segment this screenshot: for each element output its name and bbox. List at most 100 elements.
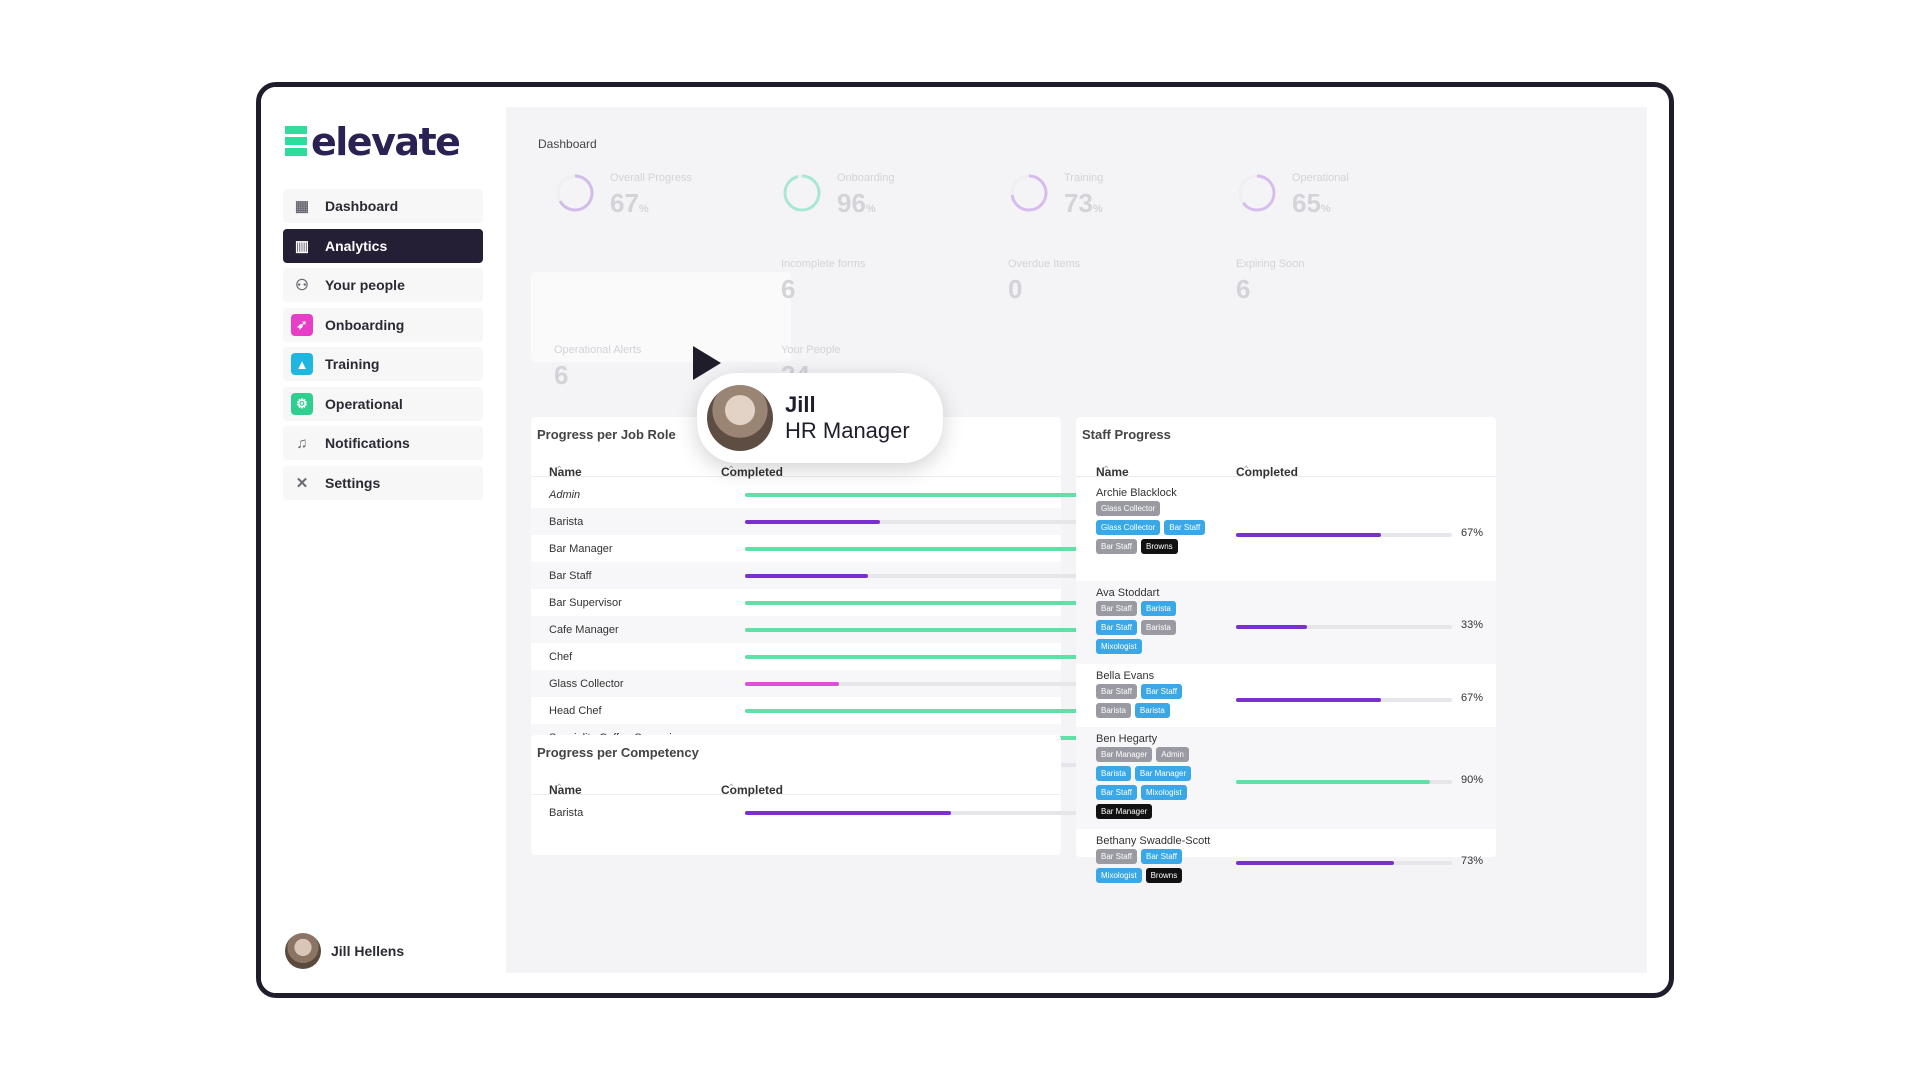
sidebar-item-label: Onboarding: [325, 316, 405, 333]
stat-card: Onboarding 96%: [781, 162, 1031, 242]
row-percent: 73%: [1461, 855, 1484, 867]
progress-fill: [745, 520, 880, 524]
counter-card: Operational Alerts 6: [554, 334, 804, 414]
analytics-icon: ▥: [294, 237, 310, 255]
sidebar-item-training[interactable]: ▲ Training: [283, 347, 483, 381]
sidebar-item-operational[interactable]: ⚙ Operational: [283, 386, 483, 421]
role-tag: Barista: [1096, 703, 1131, 718]
stat-value: 96%: [837, 188, 876, 218]
logo-text: elevate: [311, 120, 461, 164]
table-row[interactable]: Barista36%: [531, 508, 1147, 535]
table-row[interactable]: Bar Staff33%: [531, 562, 1147, 589]
stat-label: Onboarding: [837, 172, 895, 184]
stat-label: Operational: [1292, 172, 1349, 184]
role-tag: Barista: [1140, 620, 1176, 635]
sidebar-item-notifications[interactable]: ♫ Notifications: [283, 426, 483, 460]
progress-bar: [745, 520, 1119, 524]
table-header: Name ⌃ Completed ⌃: [531, 771, 1061, 797]
logo[interactable]: elevate: [285, 120, 461, 164]
progress-ring: [556, 174, 594, 212]
sidebar-item-dashboard[interactable]: ▦ Dashboard: [283, 189, 483, 223]
list-item[interactable]: Ava Stoddart Bar Staff Barista Bar Staff Bar…: [1076, 581, 1496, 664]
dashboard-icon: ▦: [294, 198, 310, 215]
role-tag: Bar Staff: [1096, 785, 1137, 800]
progress-bar: [745, 628, 1119, 632]
sidebar-item-label: Dashboard: [325, 198, 399, 214]
competency-panel: Progress per Competency Name ⌃ Completed ⌃…: [531, 735, 1147, 855]
progress-bar: [745, 547, 1119, 551]
row-name: Chef: [549, 651, 573, 663]
staff-name: Bella Evans: [1096, 670, 1155, 682]
sidebar-item-label: Operational: [325, 395, 403, 412]
list-item[interactable]: Bella Evans Bar Staff Bar Staff Barista Bari…: [1076, 664, 1496, 727]
sidebar: elevate ▦ Dashboard ▥ Analytics ⚇ Your people…: [261, 87, 501, 993]
stat-card: Overall Progress 67%: [554, 162, 804, 242]
staff-name: Ava Stoddart: [1096, 587, 1160, 599]
list-item[interactable]: Bethany Swaddle-Scott Bar Staff Bar Staff M…: [1076, 829, 1496, 889]
progress-bar: [745, 601, 1119, 605]
graduation-cap-icon: ▲: [291, 353, 313, 375]
role-tag: Bar Staff: [1140, 684, 1182, 699]
role-tag: Bar Staff: [1096, 684, 1137, 699]
sidebar-item-settings[interactable]: ✕ Settings: [283, 465, 483, 500]
sidebar-item-label: Your people: [325, 277, 405, 293]
role-tag: Bar Staff: [1164, 520, 1206, 535]
role-tag: Glass Collector: [1096, 520, 1161, 535]
row-name: Glass Collector: [549, 678, 624, 690]
stat-card: Training 73%: [1008, 162, 1258, 242]
table-row[interactable]: Bar Manager95%: [531, 535, 1147, 562]
sort-icon: ⌃: [1102, 465, 1111, 476]
sidebar-item-label: Notifications: [325, 435, 410, 451]
counter-card: Overdue Items 0: [1008, 248, 1258, 328]
sidebar-nav: ▦ Dashboard ▥ Analytics ⚇ Your people ➶ Onboard…: [283, 189, 483, 505]
sort-icon: ⌃: [727, 783, 736, 794]
table-header: Name ⌃ Completed ⌃: [1076, 453, 1496, 479]
sort-icon: ⌃: [555, 465, 564, 476]
row-name: Barista: [549, 516, 584, 528]
counter-card: Expiring Soon 6: [1236, 248, 1486, 328]
role-tag: Bar Staff: [1096, 620, 1137, 635]
table-row[interactable]: Head Chef100%: [531, 697, 1153, 724]
list-item[interactable]: Archie Blacklock Glass Collector Glass Col…: [1076, 481, 1496, 581]
counter-label: Your People: [781, 344, 841, 356]
counter-label: Operational Alerts: [554, 344, 642, 356]
progress-fill: [1236, 861, 1394, 865]
role-tag: Glass Collector: [1096, 501, 1161, 516]
progress-fill: [1236, 533, 1381, 537]
table-row[interactable]: Chef100%: [531, 643, 1153, 670]
table-row[interactable]: Admin95%: [531, 481, 1147, 508]
progress-fill: [1236, 780, 1431, 784]
counter-label: Expiring Soon: [1236, 258, 1305, 270]
role-tag: Mixologist: [1096, 868, 1142, 883]
counter-label: Incomplete forms: [781, 258, 866, 270]
stat-label: Training: [1064, 172, 1104, 184]
sidebar-item-onboarding[interactable]: ➶ Onboarding: [283, 307, 483, 342]
role-tag: Bar Manager: [1096, 747, 1153, 762]
table-header: Name ⌃ Completed ⌃: [531, 453, 1061, 479]
row-percent: 90%: [1461, 774, 1484, 786]
row-name: Bar Staff: [549, 570, 592, 582]
table-row[interactable]: Glass Collector25%: [531, 670, 1147, 697]
panel-title: Progress per Job Role: [537, 427, 676, 442]
staff-progress-panel: Staff Progress Name ⌃ Completed ⌃ Archie B…: [1076, 417, 1496, 883]
progress-bar: [1236, 861, 1452, 865]
sort-icon: ⌃: [1242, 465, 1251, 476]
current-user[interactable]: Jill Hellens: [285, 933, 404, 969]
role-tags: Glass Collector Glass Collector Bar Staff B…: [1096, 501, 1206, 554]
table-row[interactable]: Barista55%: [531, 799, 1147, 826]
table-row[interactable]: Bar Supervisor100%: [531, 589, 1153, 616]
panel-title: Progress per Competency: [537, 745, 699, 760]
role-tags: Bar Manager Admin Barista Bar Manager Bar St…: [1096, 747, 1206, 819]
row-name: Barista: [549, 807, 584, 819]
staff-name: Archie Blacklock: [1096, 487, 1177, 499]
progress-bar: [745, 574, 1119, 578]
table-row[interactable]: Cafe Manager100%: [531, 616, 1153, 643]
sidebar-item-analytics[interactable]: ▥ Analytics: [283, 228, 483, 263]
list-item[interactable]: Ben Hegarty Bar Manager Admin Barista Bar Ma…: [1076, 727, 1496, 829]
role-tag: Barista: [1140, 601, 1176, 616]
progress-bar: [745, 655, 1119, 659]
rocket-icon: ➶: [291, 313, 313, 336]
avatar: [707, 385, 773, 451]
sidebar-item-your-people[interactable]: ⚇ Your people: [283, 268, 483, 302]
job-role-panel: Progress per Job Role Name ⌃ Completed ⌃ A…: [531, 417, 1153, 771]
